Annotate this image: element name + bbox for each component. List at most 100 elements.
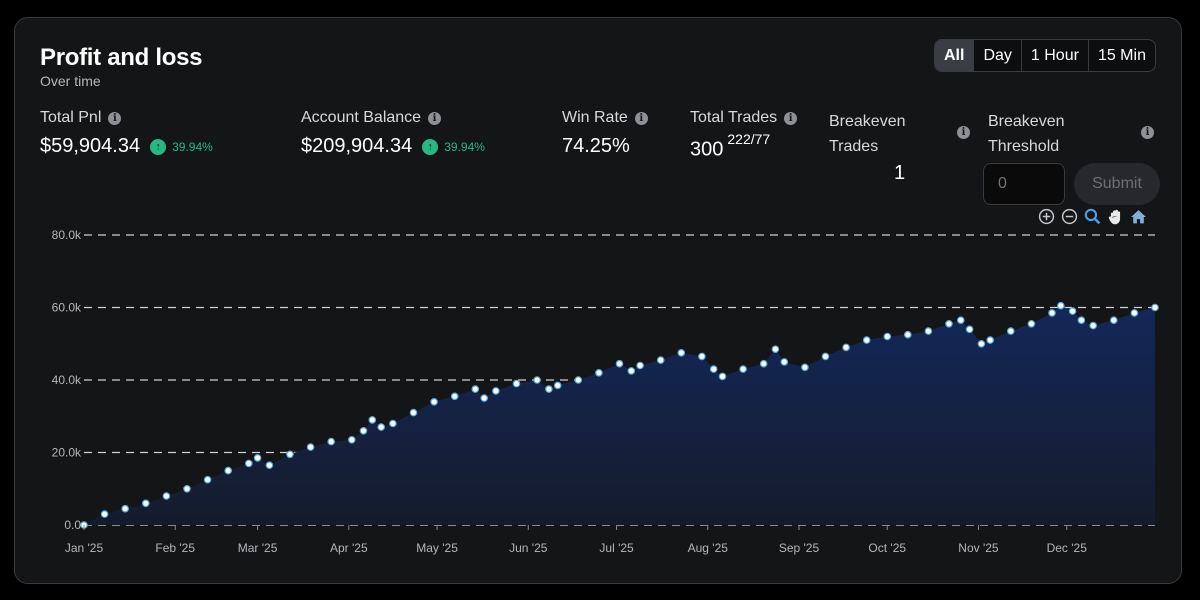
data-point[interactable] (903, 330, 912, 339)
data-point[interactable] (1006, 327, 1015, 335)
stat-total-trades: Total Trades i 300 222/77 (690, 109, 798, 162)
info-icon[interactable]: i (634, 111, 648, 125)
data-point[interactable] (253, 454, 262, 462)
timeframe-1-hour-button[interactable]: 1 Hour (1020, 40, 1088, 71)
pnl-area (84, 305, 1155, 525)
breakeven-trades-value: 1 (894, 162, 906, 184)
data-point[interactable] (377, 423, 386, 431)
data-point[interactable] (801, 363, 809, 372)
data-point[interactable] (409, 408, 418, 417)
info-icon[interactable]: i (784, 111, 798, 125)
data-point[interactable] (1110, 316, 1118, 325)
stat-value: 300 (690, 138, 724, 161)
data-point[interactable] (759, 359, 768, 368)
data-point[interactable] (780, 358, 789, 366)
data-point[interactable] (709, 365, 718, 373)
data-point[interactable] (533, 376, 541, 384)
data-point[interactable] (698, 352, 706, 361)
data-point[interactable] (480, 394, 489, 402)
data-point[interactable] (656, 356, 665, 364)
arrow-up-icon: ↑ (150, 138, 167, 155)
stat-label-line1: Breakeven (829, 113, 906, 130)
data-point[interactable] (771, 345, 780, 354)
data-point[interactable] (718, 372, 727, 381)
stat-win-rate: Win Rate i 74.25% (562, 109, 648, 158)
data-point[interactable] (615, 359, 624, 368)
timeframe-day-button[interactable]: Day (973, 40, 1020, 71)
data-point[interactable] (1089, 321, 1098, 330)
data-point[interactable] (368, 416, 377, 424)
data-point[interactable] (265, 461, 274, 470)
x-tick-label: Apr '25 (330, 541, 368, 555)
data-point[interactable] (545, 385, 553, 393)
data-point[interactable] (142, 499, 150, 508)
pan-hand-icon[interactable] (1107, 208, 1124, 225)
data-point[interactable] (627, 367, 636, 375)
data-point[interactable] (945, 319, 953, 328)
data-point[interactable] (224, 466, 233, 475)
data-point[interactable] (1057, 301, 1065, 310)
data-point[interactable] (430, 397, 438, 406)
x-tick-label: Jun '25 (509, 541, 548, 555)
arrow-up-icon: ↑ (422, 138, 439, 155)
timeframe-all-button[interactable]: All (935, 40, 974, 71)
data-point[interactable] (162, 492, 171, 500)
home-icon[interactable] (1130, 208, 1147, 225)
breakeven-threshold-input[interactable] (983, 163, 1065, 205)
stat-label-line1: Breakeven (988, 113, 1065, 130)
info-icon[interactable]: i (957, 126, 970, 139)
data-point[interactable] (471, 385, 480, 393)
x-tick-label: Aug '25 (688, 541, 729, 555)
data-point[interactable] (842, 343, 850, 352)
data-point[interactable] (677, 348, 686, 357)
stat-value: 74.25% (562, 135, 630, 157)
data-point[interactable] (245, 459, 253, 468)
x-tick-label: May '25 (416, 541, 458, 555)
data-point[interactable] (347, 435, 356, 444)
data-point[interactable] (977, 339, 986, 348)
data-point[interactable] (100, 510, 109, 518)
data-point[interactable] (924, 327, 933, 335)
change-percent: 39.94% (444, 139, 485, 154)
data-point[interactable] (492, 387, 500, 395)
data-point[interactable] (1130, 309, 1139, 317)
timeframe-15-min-button[interactable]: 15 Min (1087, 40, 1155, 71)
data-point[interactable] (306, 443, 315, 451)
data-point[interactable] (956, 316, 965, 325)
data-point[interactable] (883, 332, 892, 341)
zoom-in-icon[interactable] (1038, 208, 1055, 225)
change-percent: 39.94% (172, 139, 213, 154)
data-point[interactable] (636, 361, 644, 370)
page-subtitle: Over time (40, 73, 101, 89)
data-point[interactable] (450, 392, 459, 401)
data-point[interactable] (1068, 307, 1077, 315)
data-point[interactable] (512, 379, 521, 388)
data-point[interactable] (574, 376, 583, 384)
y-tick-label: 40.0k (52, 373, 82, 387)
data-point[interactable] (359, 426, 368, 435)
data-point[interactable] (183, 484, 191, 493)
info-icon[interactable]: i (1141, 126, 1154, 139)
data-point[interactable] (203, 475, 212, 484)
data-point[interactable] (986, 336, 995, 344)
data-point[interactable] (862, 336, 871, 344)
zoom-out-icon[interactable] (1061, 208, 1078, 225)
magnify-icon[interactable] (1084, 208, 1101, 225)
info-icon[interactable]: i (428, 111, 442, 125)
data-point[interactable] (286, 450, 294, 459)
info-icon[interactable]: i (108, 111, 122, 125)
data-point[interactable] (1048, 309, 1056, 317)
data-point[interactable] (739, 365, 747, 373)
data-point[interactable] (821, 352, 830, 361)
data-point[interactable] (965, 325, 974, 334)
data-point[interactable] (389, 419, 397, 428)
data-point[interactable] (121, 504, 130, 513)
data-point[interactable] (1151, 303, 1159, 312)
data-point[interactable] (1077, 316, 1086, 325)
data-point[interactable] (595, 368, 603, 377)
data-point[interactable] (1027, 319, 1036, 328)
submit-button[interactable]: Submit (1074, 163, 1160, 205)
x-tick-label: Feb '25 (155, 541, 195, 555)
data-point[interactable] (553, 381, 562, 390)
data-point[interactable] (327, 437, 336, 446)
